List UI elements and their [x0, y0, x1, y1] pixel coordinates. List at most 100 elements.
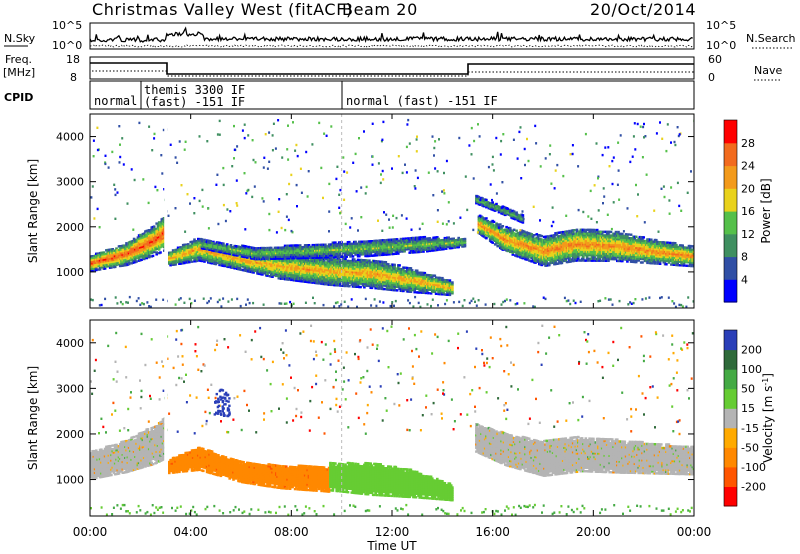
power-cell-0	[98, 268, 102, 271]
power-cell-2	[296, 244, 299, 247]
power-cell-2	[327, 248, 331, 252]
power-cell-2	[322, 252, 326, 255]
power-cell-3	[485, 237, 488, 240]
power-cell-1	[174, 263, 177, 266]
power-cell-1	[286, 272, 289, 276]
power-cell-1	[442, 291, 445, 294]
power-cell-2	[463, 241, 467, 244]
power-cell-2	[301, 256, 304, 260]
power-cell-2	[293, 248, 297, 251]
power-cell-1	[341, 257, 345, 260]
power-cell-1	[322, 257, 326, 260]
power-cell-1	[361, 278, 365, 282]
power-cell-1	[214, 261, 218, 264]
cpid-panel: CPID normal themis 3300 IF (fast) -151 I…	[4, 80, 695, 110]
power-cell-0	[107, 254, 111, 257]
power-cell-2	[325, 245, 328, 248]
power-cell-1	[288, 275, 292, 278]
power-cell-1	[291, 266, 294, 269]
power-cell-0	[122, 244, 126, 247]
power-cell-2	[366, 254, 370, 258]
power-cell-3	[478, 225, 482, 228]
power-cell-1	[322, 273, 326, 277]
power-cell-1	[420, 289, 424, 293]
power-cell-1	[366, 261, 370, 264]
power-cell-2	[364, 253, 367, 256]
power-cell-2	[269, 246, 273, 250]
power-cell-1	[361, 282, 365, 285]
power-cell-1	[286, 265, 289, 268]
power-cell-0	[151, 254, 155, 258]
power-cell-2	[293, 251, 297, 254]
power-cell-2	[405, 242, 409, 246]
power-cell-2	[442, 242, 445, 245]
power-cell-1	[361, 264, 365, 267]
power-cell-2	[361, 251, 365, 254]
power-cell-2	[378, 253, 381, 257]
power-cell-2	[364, 242, 367, 245]
power-cell-3	[478, 218, 482, 221]
power-cell-2	[320, 256, 323, 259]
power-cell-2	[361, 244, 365, 247]
power-cell-1	[288, 262, 292, 265]
power-cell-1	[195, 259, 199, 263]
power-cell-1	[439, 282, 443, 285]
power-cell-2	[325, 250, 328, 254]
power-cell-0	[111, 248, 114, 251]
power-cell-2	[345, 255, 348, 258]
nsky-tick-bottom: 10^0	[52, 39, 82, 52]
power-cell-1	[325, 270, 328, 273]
power-cell-2	[408, 251, 411, 254]
power-cell-1	[193, 238, 196, 241]
power-cell-1	[325, 275, 328, 279]
power-cell-1	[405, 270, 409, 273]
power-cell-1	[403, 286, 406, 289]
power-cell-1	[383, 262, 386, 266]
power-cell-2	[366, 247, 370, 250]
power-cell-2	[330, 243, 333, 246]
power-cell-2	[403, 239, 406, 242]
power-cell-1	[194, 240, 197, 243]
power-cell-1	[325, 265, 328, 268]
power-cell-1	[437, 278, 440, 281]
power-cell-1	[438, 291, 442, 294]
power-cell-2	[327, 245, 331, 248]
power-cell-1	[288, 258, 292, 262]
power-cell-2	[398, 241, 401, 244]
power-cell-3	[478, 216, 482, 219]
power-cell-1	[442, 286, 445, 289]
power-cell-2	[291, 249, 294, 253]
power-cell-2	[358, 255, 361, 258]
power-cell-1	[451, 283, 454, 286]
power-cell-2	[349, 255, 352, 258]
power-cell-1	[439, 278, 443, 281]
power-cell-1	[355, 285, 359, 288]
power-cell-2	[417, 249, 420, 252]
power-cell-1	[405, 286, 409, 289]
power-cell-1	[286, 267, 289, 270]
freq-tick-top: 18	[66, 53, 80, 66]
power-cell-1	[366, 272, 370, 275]
power-cell-2	[447, 236, 450, 239]
power-cell-1	[324, 283, 327, 286]
power-cell-1	[398, 282, 401, 285]
power-cell-2	[398, 250, 401, 253]
power-cell-2	[280, 257, 283, 260]
power-cell-1	[291, 271, 294, 275]
power-cell-1	[359, 285, 362, 289]
power-cell-0	[95, 268, 98, 272]
power-cell-1	[327, 276, 331, 279]
power-cell-1	[437, 292, 440, 296]
power-cell-1	[403, 270, 406, 273]
power-cell-1	[451, 288, 454, 291]
power-cell-1	[437, 283, 440, 287]
power-cell-1	[400, 275, 404, 278]
power-cell-1	[330, 258, 333, 261]
power-cell-2	[403, 246, 406, 249]
power-cell-0	[106, 250, 109, 254]
power-cell-2	[236, 254, 239, 257]
power-cell-1	[327, 265, 331, 268]
power-cell-2	[400, 243, 404, 246]
power-cell-2	[286, 257, 289, 260]
power-cell-1	[361, 269, 365, 273]
